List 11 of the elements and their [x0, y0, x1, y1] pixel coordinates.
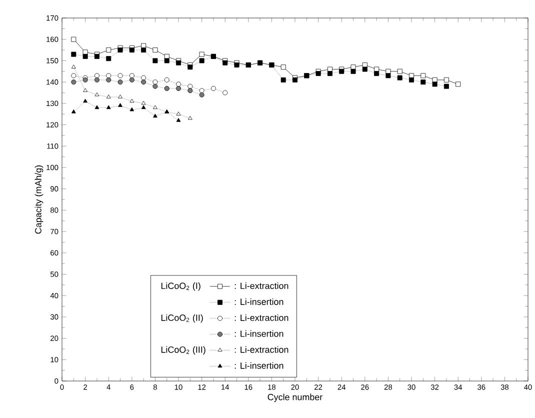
legend-label: : Li-insertion	[234, 362, 284, 369]
annotation: LiCoO$_{2}$ (II)	[161, 314, 203, 323]
annotation: LiCoO$_{2}$ (I)	[161, 282, 200, 291]
legend-label: : Li-extraction	[234, 346, 288, 353]
legend-label: : Li-insertion	[234, 330, 284, 337]
x-axis-title: Cycle number	[268, 394, 322, 402]
y-axis-title: Capacity (mAh/g)	[34, 165, 44, 234]
annotation: LiCoO$_{2}$ (III)	[161, 346, 206, 355]
legend-label: : Li-insertion	[234, 298, 284, 305]
legend-label: : Li-extraction	[234, 314, 288, 321]
legend-label: : Li-extraction	[234, 282, 288, 289]
